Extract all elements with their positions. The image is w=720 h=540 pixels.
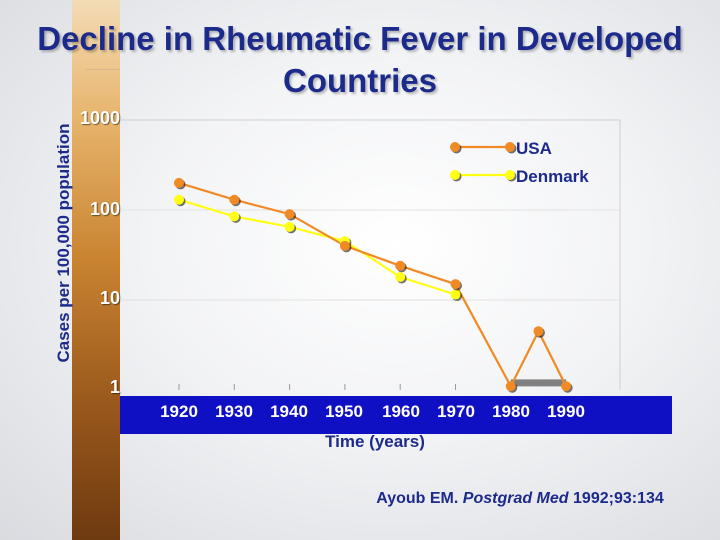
data-point-usa: [229, 194, 240, 205]
data-point-usa: [339, 240, 350, 251]
x-tick-label: 1950: [325, 402, 363, 421]
legend-marker: [505, 142, 515, 152]
x-tick-label: 1990: [547, 402, 585, 421]
data-point-usa: [284, 209, 295, 220]
data-point-denmark: [284, 221, 295, 232]
data-point-usa: [174, 177, 184, 188]
citation-author: Ayoub EM.: [376, 490, 459, 507]
y-tick-label: 1: [109, 377, 120, 397]
legend-marker: [450, 170, 460, 180]
x-axis-band: [120, 396, 672, 434]
data-point-usa: [505, 381, 516, 392]
data-point-usa: [561, 381, 572, 392]
legend-marker: [450, 142, 460, 152]
x-tick-label: 1980: [492, 402, 530, 421]
legend-label: Denmark: [516, 167, 589, 186]
series-line-denmark: [178, 198, 456, 296]
x-tick-label: 1920: [160, 402, 198, 421]
data-point-denmark: [450, 289, 461, 300]
legend-marker: [505, 170, 515, 180]
legend-label: USA: [516, 139, 552, 158]
x-tick-label: 1970: [437, 402, 475, 421]
data-point-usa: [533, 326, 544, 337]
x-axis-label: Time (years): [325, 432, 425, 451]
data-point-denmark: [174, 194, 184, 205]
x-tick-label: 1940: [270, 402, 308, 421]
chart-title: Decline in Rheumatic Fever in Developed …: [37, 20, 683, 99]
x-tick-label: 1960: [382, 402, 420, 421]
citation-journal: Postgrad Med: [462, 490, 569, 507]
data-point-usa: [395, 260, 406, 271]
title-rule: [86, 69, 120, 70]
data-point-denmark: [395, 272, 406, 283]
y-tick-label: 10: [99, 288, 120, 308]
citation: Ayoub EM. Postgrad Med 1992;93:134: [330, 490, 710, 508]
y-tick-label: 1000: [79, 108, 120, 128]
data-point-denmark: [229, 211, 240, 222]
citation-details: 1992;93:134: [573, 490, 664, 507]
x-tick-label: 1930: [215, 402, 253, 421]
y-tick-label: 100: [89, 199, 120, 219]
data-point-usa: [450, 279, 461, 290]
decorative-side-bar: [72, 0, 120, 540]
